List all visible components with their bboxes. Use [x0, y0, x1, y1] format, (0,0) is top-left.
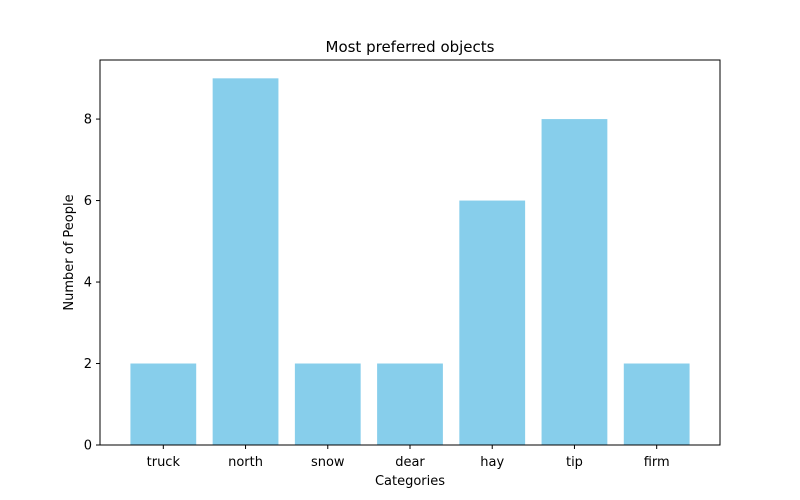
chart-title: Most preferred objects: [326, 38, 495, 56]
plot-frame: [99, 59, 721, 446]
y-axis-label: Number of People: [62, 194, 77, 310]
bar-hay: [459, 200, 526, 445]
y-ticks-group: 0 2 4 6 8: [84, 113, 100, 454]
bar-dear: [377, 363, 443, 445]
x-ticks-group: truck north snow dear hay tip firm: [147, 445, 670, 470]
y-tick-label-4: 4: [84, 276, 92, 291]
y-tick-label-6: 6: [84, 194, 92, 209]
x-tick-label-truck: truck: [147, 455, 181, 470]
bars-group: [130, 78, 690, 446]
bar-snow: [294, 363, 361, 445]
y-tick-label-8: 8: [84, 113, 92, 128]
y-tick-label-0: 0: [84, 439, 92, 454]
x-tick-label-tip: tip: [566, 455, 583, 470]
bar-firm: [623, 363, 690, 445]
bar-truck: [130, 363, 197, 445]
bar-north: [212, 78, 279, 445]
x-tick-label-hay: hay: [480, 455, 504, 470]
x-axis-label: Categories: [375, 474, 445, 489]
bar-tip: [541, 119, 608, 446]
y-tick-label-2: 2: [84, 357, 92, 372]
x-tick-label-north: north: [228, 455, 263, 470]
x-tick-label-snow: snow: [311, 455, 345, 470]
x-tick-label-dear: dear: [395, 455, 425, 470]
x-tick-label-firm: firm: [644, 455, 670, 470]
